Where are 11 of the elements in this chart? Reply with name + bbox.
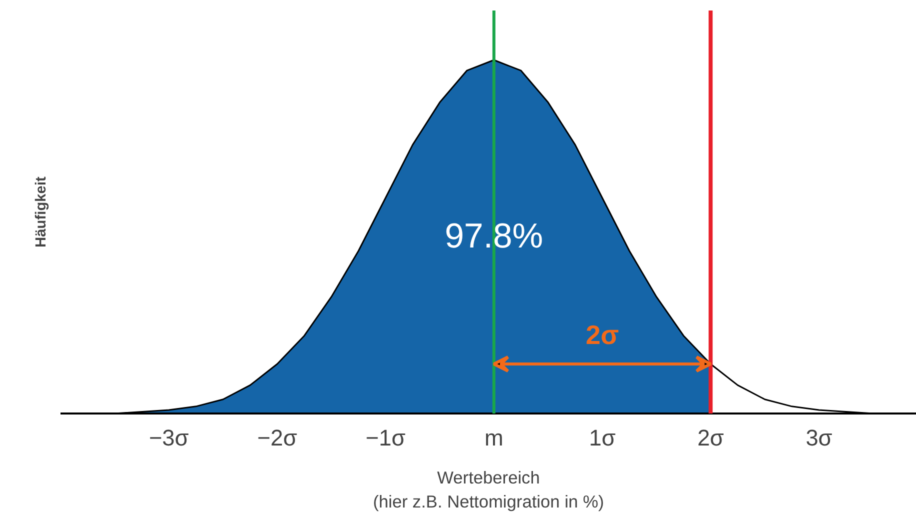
- x-tick-label: −3σ: [148, 424, 189, 450]
- annotation: 97.8%: [444, 218, 544, 256]
- x-tick-label: −1σ: [366, 424, 406, 450]
- x-tick-label: m: [484, 424, 504, 450]
- x-axis-title: Wertebereich (hier z.B. Nettomigration in %): [372, 468, 604, 512]
- x-tick-label: 2σ: [697, 424, 724, 450]
- x-tick-label: −2σ: [257, 424, 298, 450]
- x-tick-label: 3σ: [806, 424, 832, 450]
- y-axis-title: Häufigkeit: [34, 176, 50, 248]
- x-tick-label: 1σ: [588, 424, 616, 450]
- annotation: 2σ: [586, 320, 619, 350]
